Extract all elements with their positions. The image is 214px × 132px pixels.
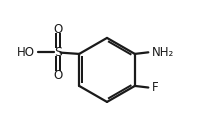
Text: NH₂: NH₂ [152,46,174,59]
Text: O: O [54,69,63,82]
Text: HO: HO [17,46,35,59]
Text: S: S [54,46,62,59]
Text: O: O [54,23,63,36]
Text: F: F [152,81,158,94]
